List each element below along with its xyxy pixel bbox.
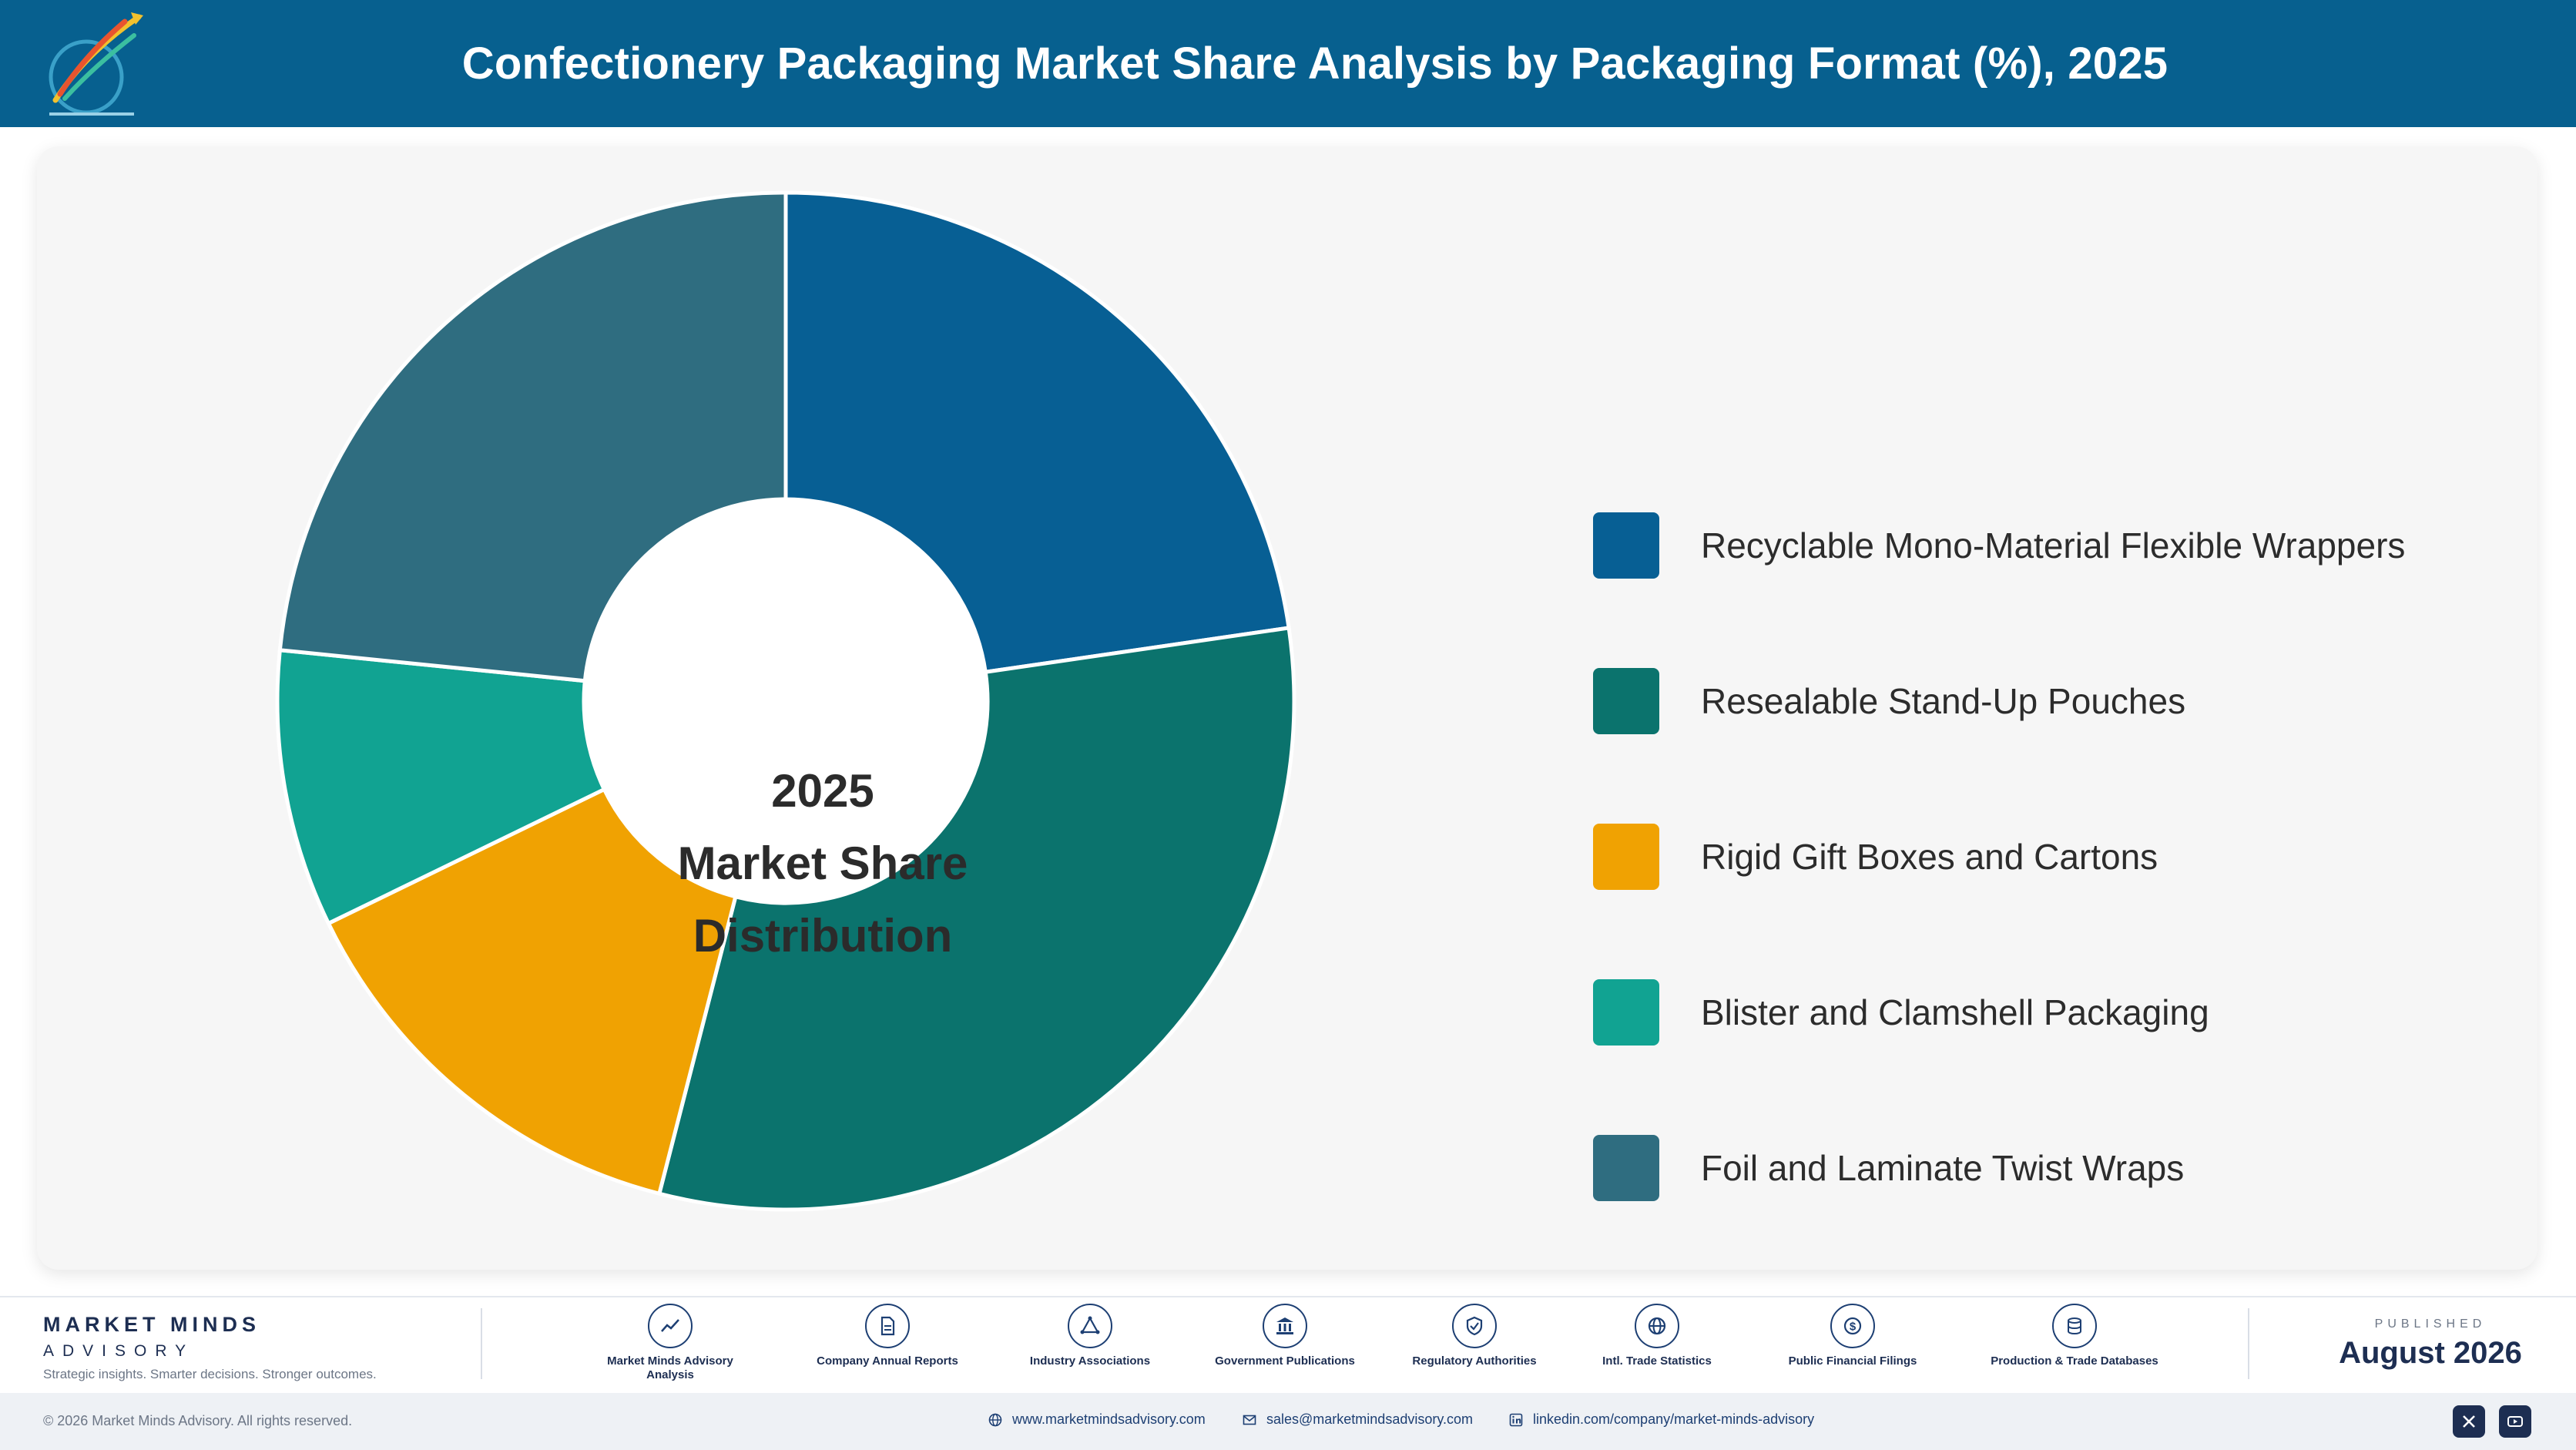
website-text: www.marketmindsadvisory.com [1012,1411,1206,1427]
chart-card: 2025 Market Share Distribution Recyclabl… [37,146,2537,1270]
legend-label: Rigid Gift Boxes and Cartons [1701,837,2158,877]
legend-label: Blister and Clamshell Packaging [1701,992,2209,1032]
legend-item[interactable]: Blister and Clamshell Packaging [1593,978,2517,1046]
market-minds-logo-icon[interactable] [39,8,154,123]
published-label: PUBLISHED [2374,1317,2487,1331]
legend-label: Resealable Stand-Up Pouches [1701,681,2186,721]
source-label: Intl. Trade Statistics [1602,1354,1712,1368]
legend-item[interactable]: Foil and Laminate Twist Wraps [1593,1134,2517,1202]
linkedin-link[interactable]: linkedin.com/company/market-minds-adviso… [1508,1411,1814,1428]
legend-swatch [1593,824,1659,890]
brand-name: MARKET MINDS [43,1313,260,1336]
source-item[interactable]: Intl. Trade Statistics [1572,1304,1742,1368]
brand-subtitle: ADVISORY [43,1342,195,1360]
shield-check-icon [1452,1304,1497,1348]
source-item[interactable]: Regulatory Authorities [1390,1304,1559,1368]
source-item[interactable]: Company Annual Reports [803,1304,972,1368]
center-label-line-2: Market Share [677,837,968,889]
legend-label: Foil and Laminate Twist Wraps [1701,1148,2185,1188]
footer-sources-bar: MARKET MINDS ADVISORY Strategic insights… [0,1296,2576,1395]
legend-item[interactable]: Recyclable Mono-Material Flexible Wrappe… [1593,512,2517,579]
legend-swatch [1593,979,1659,1046]
legend-label: Recyclable Mono-Material Flexible Wrappe… [1701,525,2406,566]
database-icon [2052,1304,2097,1348]
header-bar: Confectionery Packaging Market Share Ana… [0,0,2576,127]
email-text: sales@marketmindsadvisory.com [1266,1411,1474,1427]
source-label: Industry Associations [1029,1354,1151,1368]
center-label-line-1: 2025 [771,765,874,817]
globe-icon [988,1412,1003,1428]
website-link[interactable]: www.marketmindsadvisory.com [988,1411,1206,1428]
source-item[interactable]: Government Publications [1200,1304,1370,1368]
legend-item[interactable]: Resealable Stand-Up Pouches [1593,667,2517,735]
government-building-icon [1263,1304,1307,1348]
source-label: Public Financial Filings [1788,1354,1917,1368]
source-item[interactable]: Market Minds Advisory Analysis [585,1304,755,1382]
published-date: August 2026 [2339,1336,2522,1370]
legend-swatch [1593,668,1659,734]
source-label: Company Annual Reports [817,1354,958,1368]
donut-hole [584,499,988,903]
legend-item[interactable]: Rigid Gift Boxes and Cartons [1593,823,2517,891]
donut-center-label: 2025 Market Share Distribution [622,755,1023,972]
donut-slice[interactable] [783,190,1291,675]
page-title: Confectionery Packaging Market Share Ana… [461,39,2168,89]
email-link[interactable]: sales@marketmindsadvisory.com [1242,1411,1473,1428]
copyright-text: © 2026 Market Minds Advisory. All rights… [43,1413,353,1428]
source-item[interactable]: Industry Associations [1005,1304,1175,1368]
svg-text:$: $ [1850,1321,1857,1334]
donut-chart [275,190,1296,1212]
youtube-icon[interactable] [2499,1405,2531,1438]
source-item[interactable]: $ Public Financial Filings [1768,1304,1937,1368]
x-icon[interactable] [2453,1405,2485,1438]
legend-swatch [1593,512,1659,579]
center-label-line-3: Distribution [693,910,953,962]
mail-icon [1242,1412,1257,1428]
source-label: Market Minds Advisory Analysis [607,1354,733,1381]
source-item[interactable]: Production & Trade Databases [1990,1304,2159,1368]
linkedin-icon [1508,1412,1524,1428]
legend-swatch [1593,1135,1659,1201]
source-label: Regulatory Authorities [1412,1354,1537,1368]
linkedin-text: linkedin.com/company/market-minds-adviso… [1533,1411,1815,1427]
dollar-coin-icon: $ [1830,1304,1875,1348]
source-label: Government Publications [1215,1354,1355,1368]
document-icon [865,1304,910,1348]
trend-line-icon [648,1304,693,1348]
divider [481,1308,482,1379]
globe-icon [1635,1304,1679,1348]
brand-tagline: Strategic insights. Smarter decisions. S… [43,1367,377,1381]
source-label: Production & Trade Databases [1991,1354,2158,1368]
footer-contact-bar: © 2026 Market Minds Advisory. All rights… [0,1393,2576,1450]
divider [2248,1308,2249,1379]
network-icon [1068,1304,1112,1348]
